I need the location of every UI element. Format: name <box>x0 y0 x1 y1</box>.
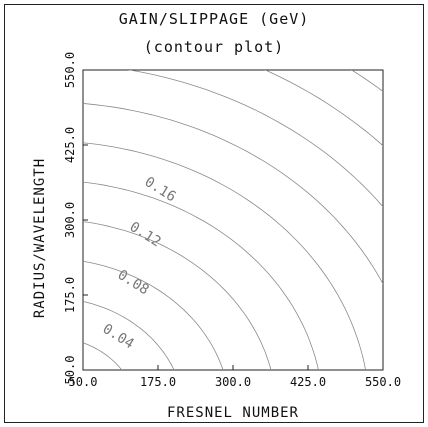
x-tick-label: 550.0 <box>365 375 401 389</box>
y-tick-label: 300.0 <box>63 202 77 238</box>
x-tick-label: 425.0 <box>290 375 326 389</box>
contour-line-level-0.32 <box>127 70 383 208</box>
y-axis-label: RADIUS/WAVELENGTH <box>32 158 48 318</box>
contour-line-level-0.28 <box>83 103 383 285</box>
y-axis-ticks: 50.0 175.0 300.0 425.0 550.0 <box>63 52 88 385</box>
contour-label: 0.12 <box>127 219 164 250</box>
contour-line-level-0.24 <box>83 142 366 370</box>
plot-area <box>82 69 384 371</box>
x-tick-label: 300.0 <box>215 375 251 389</box>
contour-lines: 0.040.080.120.16 <box>83 70 383 370</box>
contour-line-0.16 <box>83 221 272 370</box>
y-tick-label: 50.0 <box>63 356 77 385</box>
x-axis-label: FRESNEL NUMBER <box>167 405 299 421</box>
chart-title: GAIN/SLIPPAGE (GeV) <box>119 10 310 28</box>
y-tick-label: 550.0 <box>63 52 77 88</box>
contour-line-0.12 <box>83 260 224 370</box>
contour-label: 0.04 <box>100 321 137 352</box>
y-tick-label: 175.0 <box>63 277 77 313</box>
contour-line-0.04 <box>83 342 123 370</box>
contour-group: 0.040.080.120.16 <box>83 70 383 370</box>
contour-line-0.08 <box>83 300 175 370</box>
y-tick-label: 425.0 <box>63 127 77 163</box>
x-tick-label: 50.0 <box>69 375 98 389</box>
contour-line-level-0.36 <box>264 70 383 147</box>
x-tick-label: 175.0 <box>140 375 176 389</box>
contour-line-level-0.2 <box>83 181 319 370</box>
chart-frame <box>4 4 424 423</box>
x-axis-ticks: 50.0 175.0 300.0 425.0 550.0 <box>69 365 401 389</box>
contour-line-level-0.4 <box>350 70 383 92</box>
chart-subtitle: (contour plot) <box>144 38 284 56</box>
